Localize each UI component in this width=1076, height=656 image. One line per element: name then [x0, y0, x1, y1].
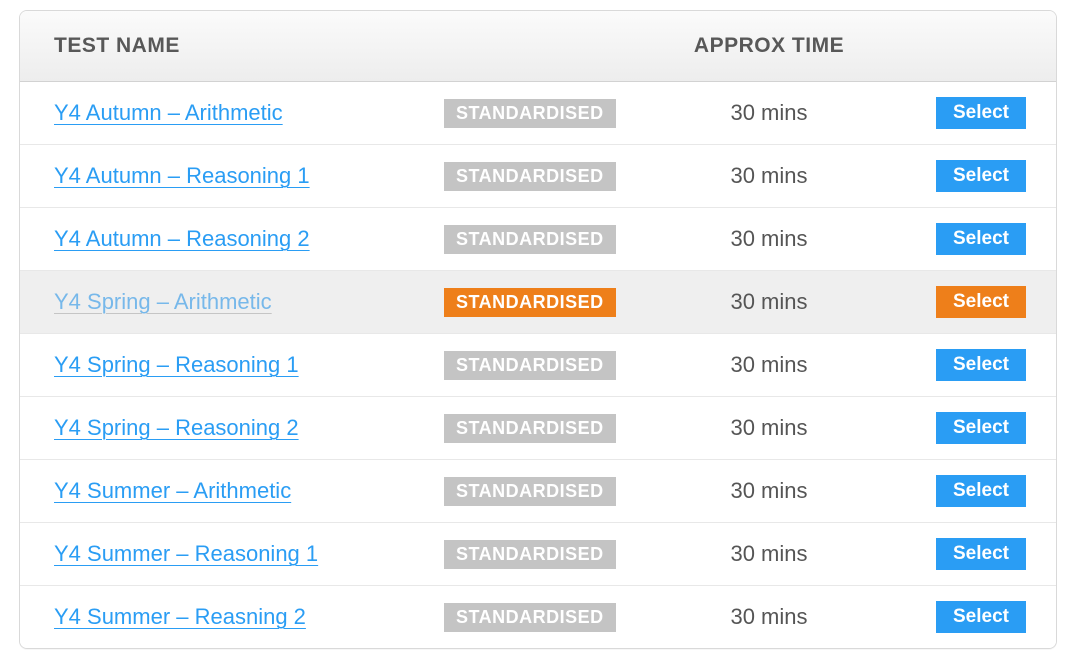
cell-badge: STANDARDISED: [444, 351, 644, 380]
test-link[interactable]: Y4 Autumn – Reasoning 2: [54, 226, 310, 251]
standardised-badge: STANDARDISED: [444, 162, 616, 191]
table-row: Y4 Spring – Arithmetic STANDARDISED 30 min…: [20, 271, 1056, 334]
select-button[interactable]: Select: [936, 223, 1026, 255]
table-row: Y4 Spring – Reasoning 1 STANDARDISED 30 mi…: [20, 334, 1056, 397]
cell-test-name: Y4 Autumn – Reasoning 2: [20, 226, 444, 252]
cell-badge: STANDARDISED: [444, 162, 644, 191]
cell-select: Select: [894, 286, 1056, 318]
cell-test-name: Y4 Spring – Arithmetic: [20, 289, 444, 315]
cell-approx-time: 30 mins: [644, 478, 894, 504]
table-header: TEST NAME APPROX TIME: [20, 11, 1056, 82]
cell-test-name: Y4 Summer – Reasoning 1: [20, 541, 444, 567]
test-link[interactable]: Y4 Spring – Arithmetic: [54, 289, 272, 314]
tests-table: TEST NAME APPROX TIME Y4 Autumn – Arithm…: [19, 10, 1057, 649]
cell-badge: STANDARDISED: [444, 540, 644, 569]
test-link[interactable]: Y4 Autumn – Arithmetic: [54, 100, 283, 125]
select-button[interactable]: Select: [936, 349, 1026, 381]
standardised-badge: STANDARDISED: [444, 414, 616, 443]
select-button[interactable]: Select: [936, 160, 1026, 192]
cell-badge: STANDARDISED: [444, 414, 644, 443]
test-link[interactable]: Y4 Summer – Arithmetic: [54, 478, 291, 503]
select-button[interactable]: Select: [936, 538, 1026, 570]
cell-approx-time: 30 mins: [644, 415, 894, 441]
standardised-badge: STANDARDISED: [444, 288, 616, 317]
cell-approx-time: 30 mins: [644, 541, 894, 567]
cell-select: Select: [894, 538, 1056, 570]
select-button[interactable]: Select: [936, 475, 1026, 507]
table-row: Y4 Autumn – Reasoning 1 STANDARDISED 30 mi…: [20, 145, 1056, 208]
standardised-badge: STANDARDISED: [444, 99, 616, 128]
table-row: Y4 Autumn – Arithmetic STANDARDISED 30 min…: [20, 82, 1056, 145]
test-link[interactable]: Y4 Summer – Reasoning 1: [54, 541, 318, 566]
cell-test-name: Y4 Spring – Reasoning 2: [20, 415, 444, 441]
standardised-badge: STANDARDISED: [444, 351, 616, 380]
test-link[interactable]: Y4 Summer – Reasning 2: [54, 604, 306, 629]
cell-approx-time: 30 mins: [644, 352, 894, 378]
cell-test-name: Y4 Autumn – Reasoning 1: [20, 163, 444, 189]
cell-select: Select: [894, 475, 1056, 507]
table-row: Y4 Autumn – Reasoning 2 STANDARDISED 30 mi…: [20, 208, 1056, 271]
cell-approx-time: 30 mins: [644, 226, 894, 252]
select-button[interactable]: Select: [936, 412, 1026, 444]
cell-approx-time: 30 mins: [644, 289, 894, 315]
table-row: Y4 Summer – Reasoning 1 STANDARDISED 30 mi…: [20, 523, 1056, 586]
select-button[interactable]: Select: [936, 97, 1026, 129]
cell-select: Select: [894, 601, 1056, 633]
table-row: Y4 Summer – Reasning 2 STANDARDISED 30 min…: [20, 586, 1056, 648]
cell-approx-time: 30 mins: [644, 163, 894, 189]
cell-select: Select: [894, 412, 1056, 444]
header-test-name: TEST NAME: [20, 34, 444, 58]
test-link[interactable]: Y4 Spring – Reasoning 1: [54, 352, 299, 377]
test-link[interactable]: Y4 Spring – Reasoning 2: [54, 415, 299, 440]
cell-badge: STANDARDISED: [444, 225, 644, 254]
cell-select: Select: [894, 97, 1056, 129]
standardised-badge: STANDARDISED: [444, 540, 616, 569]
select-button[interactable]: Select: [936, 601, 1026, 633]
standardised-badge: STANDARDISED: [444, 225, 616, 254]
cell-select: Select: [894, 349, 1056, 381]
cell-test-name: Y4 Autumn – Arithmetic: [20, 100, 444, 126]
header-approx-time: APPROX TIME: [644, 34, 894, 58]
cell-select: Select: [894, 223, 1056, 255]
cell-test-name: Y4 Summer – Reasning 2: [20, 604, 444, 630]
cell-select: Select: [894, 160, 1056, 192]
table-row: Y4 Summer – Arithmetic STANDARDISED 30 min…: [20, 460, 1056, 523]
table-row: Y4 Spring – Reasoning 2 STANDARDISED 30 mi…: [20, 397, 1056, 460]
cell-test-name: Y4 Spring – Reasoning 1: [20, 352, 444, 378]
test-link[interactable]: Y4 Autumn – Reasoning 1: [54, 163, 310, 188]
standardised-badge: STANDARDISED: [444, 477, 616, 506]
cell-badge: STANDARDISED: [444, 603, 644, 632]
cell-test-name: Y4 Summer – Arithmetic: [20, 478, 444, 504]
cell-badge: STANDARDISED: [444, 99, 644, 128]
cell-badge: STANDARDISED: [444, 477, 644, 506]
cell-approx-time: 30 mins: [644, 100, 894, 126]
select-button[interactable]: Select: [936, 286, 1026, 318]
cell-badge: STANDARDISED: [444, 288, 644, 317]
standardised-badge: STANDARDISED: [444, 603, 616, 632]
cell-approx-time: 30 mins: [644, 604, 894, 630]
table-body: Y4 Autumn – Arithmetic STANDARDISED 30 min…: [20, 82, 1056, 648]
